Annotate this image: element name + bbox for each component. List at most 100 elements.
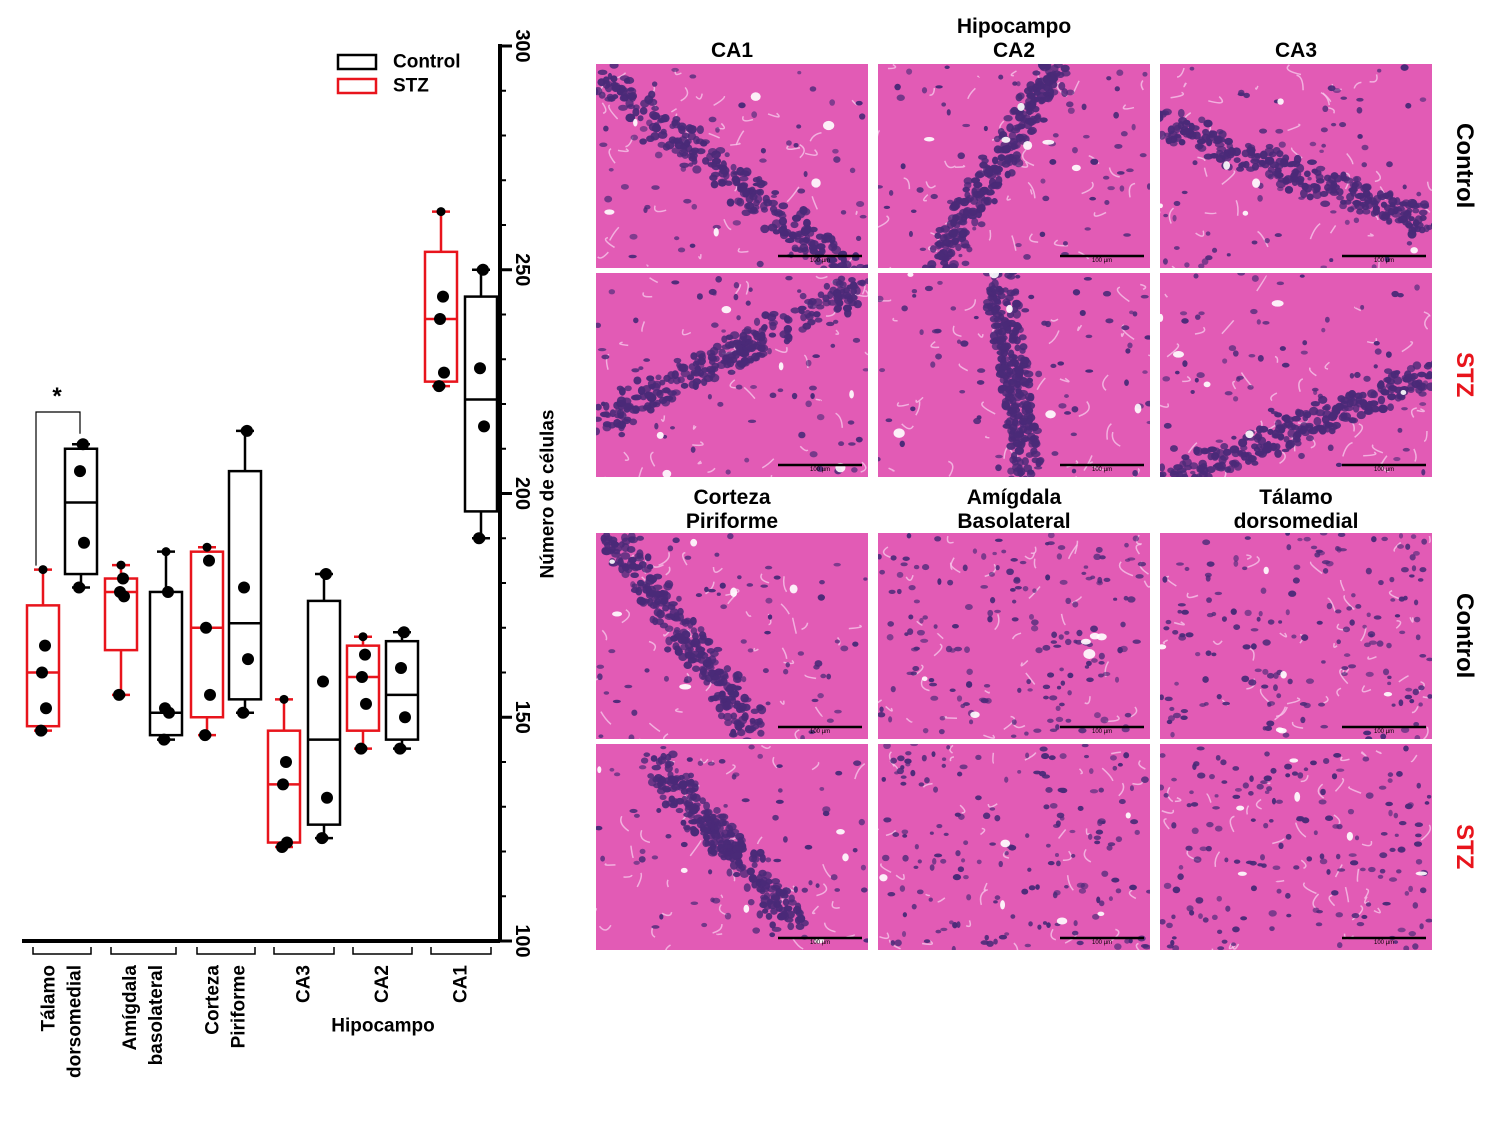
category-bracket [273, 947, 335, 955]
column-header: Tálamo [1259, 486, 1333, 509]
category-bracket [32, 947, 92, 955]
data-point [38, 565, 48, 575]
scale-bar-label: 100 µm [1374, 729, 1395, 735]
category-label: CA3 [294, 965, 315, 1003]
column-header: dorsomedial [1233, 510, 1359, 533]
category-label: Tálamo [39, 965, 60, 1032]
data-point [76, 439, 86, 449]
data-point [76, 582, 86, 592]
micrograph-panel: 100 µm [878, 64, 1150, 268]
micrograph-panel: 100 µm [878, 744, 1150, 950]
category-bracket [430, 947, 492, 955]
data-point [476, 265, 486, 275]
data-point [159, 702, 171, 715]
category-bracket [196, 947, 256, 955]
category-label: CA2 [372, 965, 393, 1003]
data-point [436, 381, 446, 391]
category-bracket [352, 947, 413, 955]
data-point [360, 697, 372, 710]
scale-bar-label: 100 µm [1374, 467, 1395, 473]
box-iqr [227, 469, 263, 701]
micrograph-panel: 100 µm [878, 533, 1150, 739]
micrograph-panel: 100 µm [596, 744, 868, 950]
data-point [162, 585, 174, 598]
data-point [319, 833, 329, 843]
scale-bar-label: 100 µm [810, 729, 831, 735]
micrograph-panel: 100 µm [596, 273, 868, 477]
data-point [359, 648, 371, 661]
column-header: Basolateral [957, 510, 1071, 533]
column-header: Corteza [693, 486, 771, 509]
data-point [437, 290, 449, 303]
data-point [200, 621, 212, 634]
data-point [39, 639, 51, 652]
row-label: Control [1451, 593, 1478, 679]
row-label: STZ [1451, 824, 1478, 870]
data-point [436, 207, 446, 217]
micrograph-panel: 100 µm [596, 64, 868, 268]
column-header: CA2 [992, 39, 1035, 62]
data-point [476, 533, 486, 543]
data-point [317, 675, 329, 688]
micrograph-panel: 100 µm [1160, 64, 1432, 268]
scale-bar-label: 100 µm [1092, 467, 1113, 473]
category-label: Piriforme [229, 965, 250, 1048]
cell-count-boxplot: 100 150 200 250 300 Número de células Tálamo do… [22, 29, 559, 1078]
scale-bar-label: 100 µm [1374, 258, 1395, 264]
data-point [40, 702, 52, 715]
data-point [280, 756, 292, 768]
category-bracket [110, 947, 177, 955]
micrograph-panel: 100 µm [1160, 744, 1432, 950]
box-iqr [306, 599, 342, 826]
data-point [397, 744, 407, 754]
significance-bracket [35, 411, 81, 566]
data-point [78, 536, 90, 549]
data-point [242, 653, 254, 666]
scale-bar-label: 100 µm [1374, 940, 1395, 946]
box-iqr [463, 295, 499, 513]
data-point [478, 420, 490, 433]
box-iqr [345, 644, 381, 732]
column-header: Amígdala [966, 486, 1062, 509]
row-label: Control [1451, 123, 1478, 209]
data-point [36, 666, 48, 679]
data-point [204, 688, 216, 701]
micrograph-panel: 100 µm [878, 273, 1150, 477]
category-label: Corteza [203, 965, 224, 1035]
data-point [202, 542, 212, 552]
scale-bar-label: 100 µm [810, 258, 831, 264]
data-point [203, 554, 215, 567]
data-point [161, 735, 171, 745]
data-point [114, 585, 126, 598]
data-point [117, 572, 129, 585]
data-point [395, 662, 407, 675]
box-iqr [384, 639, 420, 741]
column-header: Piriforme [685, 510, 779, 533]
data-point [358, 744, 368, 754]
y-tick-label: 250 [511, 253, 533, 286]
significance-label: * [52, 383, 62, 410]
hippocampus-group-label: Hipocampo [331, 1016, 434, 1037]
hippocampus-title: Hipocampo [956, 15, 1072, 38]
category-label: Amígdala [120, 965, 141, 1051]
data-point [116, 560, 126, 570]
data-point [399, 711, 411, 724]
y-tick-label: 200 [511, 477, 533, 510]
data-point [116, 690, 126, 700]
category-label: dorsomedial [65, 965, 86, 1078]
data-point [279, 694, 289, 704]
data-point [438, 366, 450, 379]
data-point [434, 312, 446, 325]
y-tick-label: 300 [511, 29, 533, 62]
data-point [277, 778, 289, 791]
data-point [358, 632, 368, 642]
scale-bar-label: 100 µm [1092, 940, 1113, 946]
scale-bar-label: 100 µm [810, 940, 831, 946]
micrograph-panel: 100 µm [596, 533, 868, 739]
column-header: CA1 [710, 39, 753, 62]
data-point [202, 730, 212, 740]
data-point [238, 581, 250, 594]
legend-swatch [336, 77, 378, 95]
micrograph-panel: 100 µm [1160, 533, 1432, 739]
data-point [279, 842, 289, 852]
